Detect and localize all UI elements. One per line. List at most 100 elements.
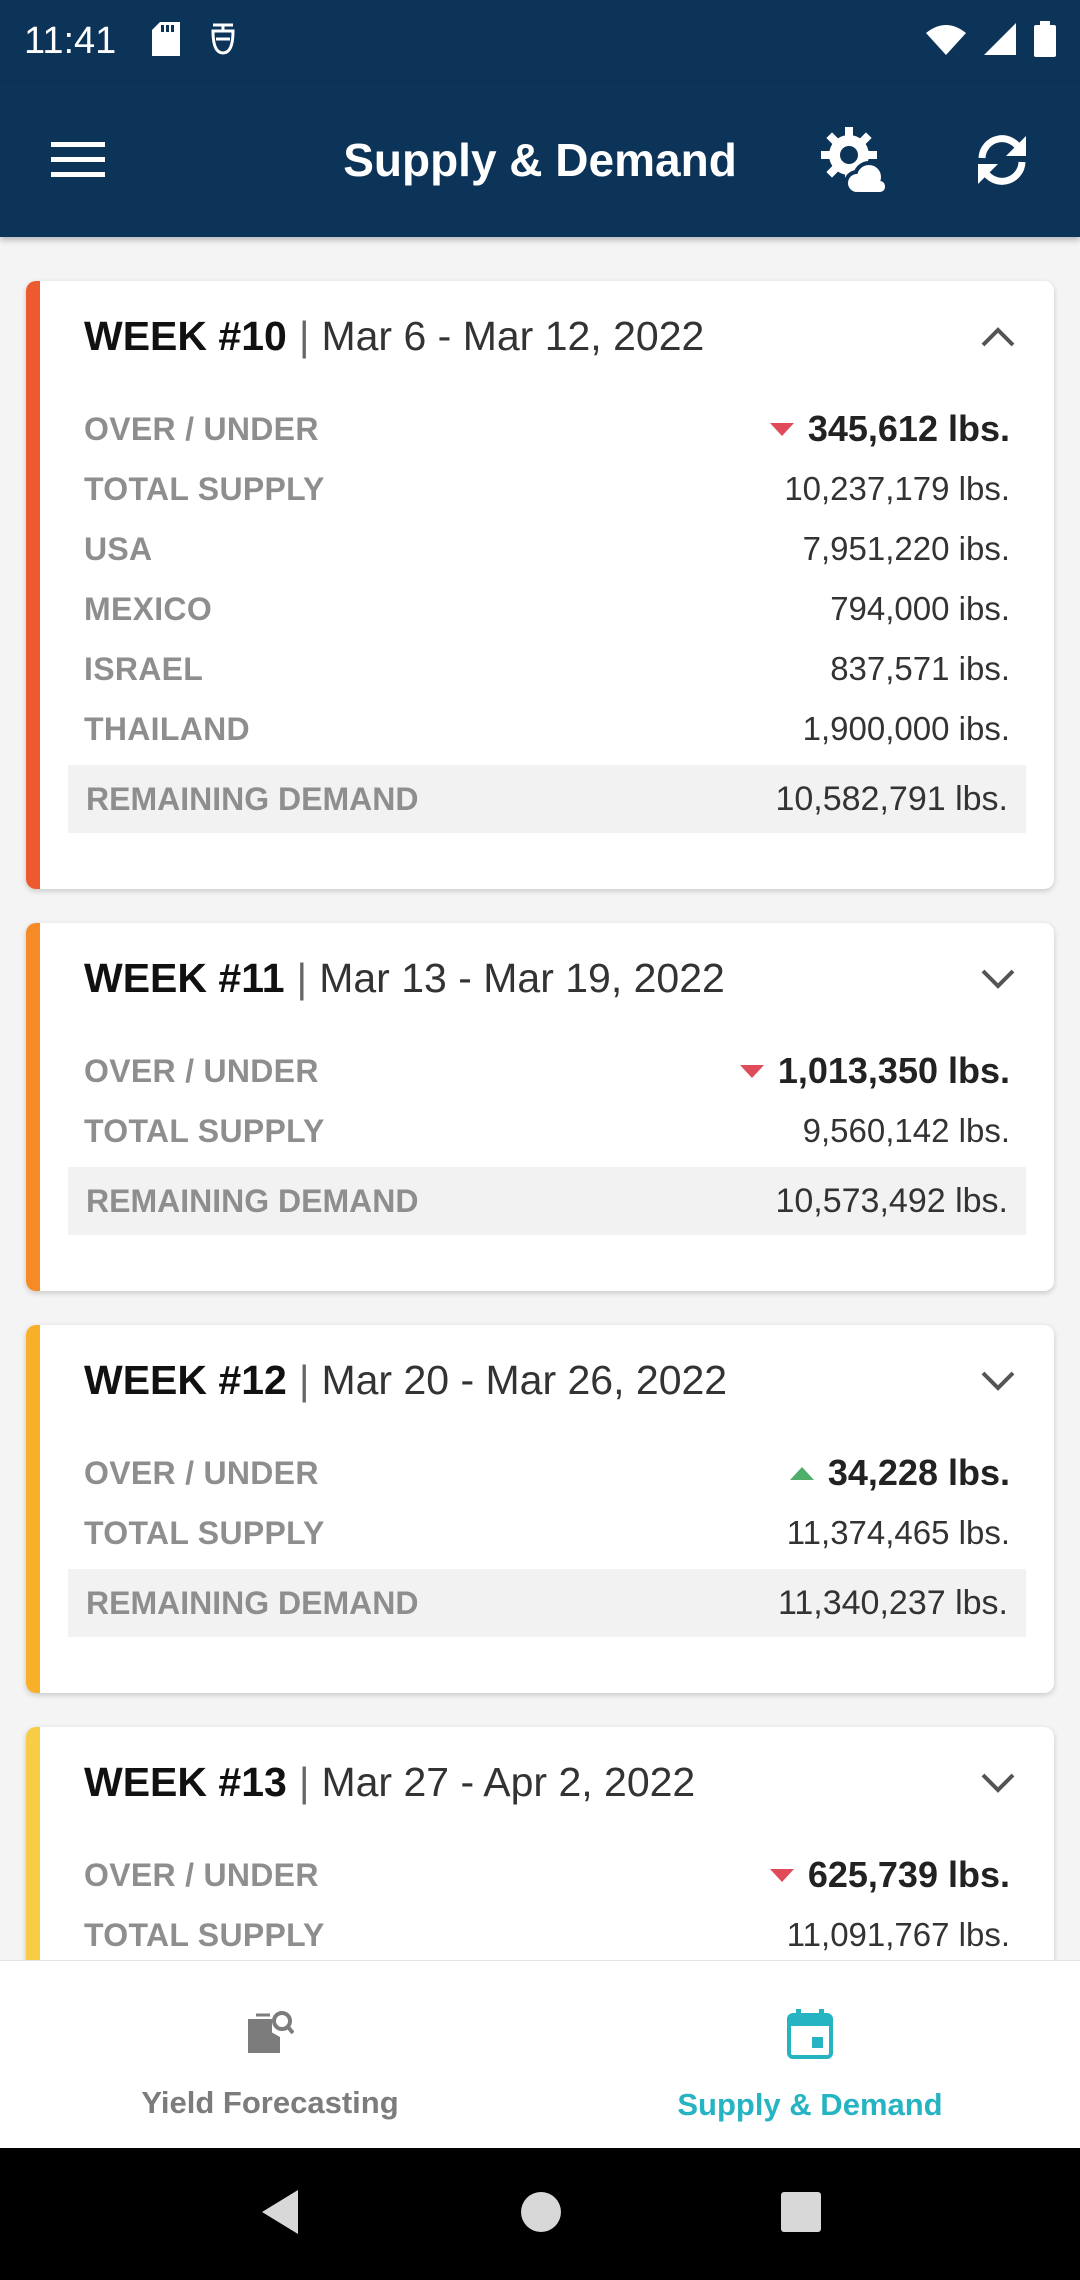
card-accent — [26, 281, 40, 889]
remaining-demand-row: REMAINING DEMAND 10,573,492 lbs. — [68, 1167, 1026, 1235]
header-separator: | — [298, 1758, 310, 1805]
total-supply-value: 11,374,465 lbs. — [786, 1514, 1010, 1551]
source-label: USA — [84, 530, 153, 567]
week-number: WEEK #13 — [84, 1758, 287, 1805]
app-bar: Supply & Demand — [0, 83, 1080, 237]
assistant-icon — [208, 21, 238, 62]
header-separator: | — [298, 1356, 310, 1403]
sd-card-icon — [152, 22, 181, 61]
remaining-demand-value: 10,582,791 lbs. — [775, 779, 1008, 818]
signal-icon — [984, 23, 1016, 60]
back-triangle-icon — [262, 2189, 299, 2234]
weeks-list[interactable]: WEEK #10 | Mar 6 - Mar 12, 2022 OVER / U… — [0, 237, 1080, 1960]
expand-button[interactable] — [970, 1353, 1026, 1409]
back-button[interactable] — [258, 2188, 302, 2241]
over-under-value: 1,013,350 lbs. — [777, 1050, 1010, 1091]
over-under-row: OVER / UNDER 1,013,350 lbs. — [84, 1041, 1010, 1101]
over-under-label: OVER / UNDER — [84, 1052, 319, 1089]
over-under-label: OVER / UNDER — [84, 1856, 319, 1893]
total-supply-row: TOTAL SUPPLY 9,560,142 lbs. — [84, 1101, 1010, 1161]
remaining-demand-row: REMAINING DEMAND 10,582,791 lbs. — [68, 765, 1026, 833]
chevron-down-icon — [981, 1371, 1015, 1391]
remaining-demand-value: 11,340,237 lbs. — [778, 1583, 1008, 1622]
total-supply-label: TOTAL SUPPLY — [84, 1514, 325, 1551]
source-row-israel: ISRAEL 837,571 ibs. — [84, 639, 1010, 699]
calendar-icon — [787, 2009, 833, 2059]
expand-button[interactable] — [970, 1755, 1026, 1811]
over-under-row: OVER / UNDER 625,739 lbs. — [84, 1845, 1010, 1905]
total-supply-label: TOTAL SUPPLY — [84, 1112, 325, 1149]
week-number: WEEK #12 — [84, 1356, 287, 1403]
source-value: 1,900,000 ibs. — [802, 710, 1010, 747]
collapse-button[interactable] — [970, 309, 1026, 365]
card-accent — [26, 1325, 40, 1693]
card-accent — [26, 923, 40, 1291]
weather-settings-button[interactable] — [806, 112, 902, 208]
remaining-demand-label: REMAINING DEMAND — [86, 780, 419, 817]
total-supply-value: 11,091,767 lbs. — [786, 1916, 1010, 1953]
week-number: WEEK #11 — [84, 954, 285, 1001]
week-date-range: Mar 27 - Apr 2, 2022 — [321, 1758, 696, 1805]
over-under-row: OVER / UNDER 345,612 lbs. — [84, 399, 1010, 459]
total-supply-row: TOTAL SUPPLY 11,374,465 lbs. — [84, 1503, 1010, 1563]
source-label: THAILAND — [84, 710, 250, 747]
recents-button[interactable] — [780, 2191, 822, 2238]
week-card-13[interactable]: WEEK #13 | Mar 27 - Apr 2, 2022 OVER / U… — [26, 1727, 1054, 1960]
source-value: 794,000 ibs. — [830, 590, 1010, 627]
down-arrow-icon — [739, 1064, 764, 1078]
system-navigation-bar — [0, 2148, 1080, 2280]
menu-button[interactable] — [30, 112, 126, 208]
tab-supply-demand[interactable]: Supply & Demand — [540, 1961, 1080, 2148]
over-under-row: OVER / UNDER 34,228 lbs. — [84, 1443, 1010, 1503]
week-number: WEEK #10 — [84, 312, 287, 359]
header-separator: | — [296, 954, 308, 1001]
week-card-11[interactable]: WEEK #11 | Mar 13 - Mar 19, 2022 OVER / … — [26, 923, 1054, 1291]
tab-yield-forecasting[interactable]: Yield Forecasting — [0, 1961, 540, 2148]
chevron-down-icon — [981, 1773, 1015, 1793]
bottom-navigation: Yield Forecasting Supply & Demand — [0, 1960, 1080, 2148]
hamburger-icon — [51, 142, 105, 177]
total-supply-row: TOTAL SUPPLY 11,091,767 lbs. — [84, 1905, 1010, 1960]
refresh-icon — [978, 135, 1026, 185]
recents-square-icon — [780, 2191, 821, 2232]
refresh-button[interactable] — [954, 112, 1050, 208]
total-supply-value: 10,237,179 lbs. — [784, 470, 1010, 507]
chevron-up-icon — [981, 327, 1015, 347]
week-header[interactable]: WEEK #10 | Mar 6 - Mar 12, 2022 — [84, 281, 704, 391]
week-date-range: Mar 13 - Mar 19, 2022 — [319, 954, 725, 1001]
wifi-icon — [926, 23, 966, 60]
up-arrow-icon — [789, 1466, 814, 1480]
week-date-range: Mar 6 - Mar 12, 2022 — [321, 312, 705, 359]
remaining-demand-value: 10,573,492 lbs. — [775, 1181, 1008, 1220]
over-under-value: 34,228 lbs. — [827, 1452, 1010, 1493]
source-value: 7,951,220 ibs. — [802, 530, 1010, 567]
down-arrow-icon — [769, 422, 794, 436]
page-title: Supply & Demand — [343, 134, 737, 186]
home-circle-icon — [520, 2191, 561, 2232]
week-header[interactable]: WEEK #11 | Mar 13 - Mar 19, 2022 — [84, 923, 725, 1033]
down-arrow-icon — [769, 1868, 794, 1882]
week-card-12[interactable]: WEEK #12 | Mar 20 - Mar 26, 2022 OVER / … — [26, 1325, 1054, 1693]
week-date-range: Mar 20 - Mar 26, 2022 — [321, 1356, 728, 1403]
source-row-mexico: MEXICO 794,000 ibs. — [84, 579, 1010, 639]
home-button[interactable] — [519, 2190, 563, 2239]
remaining-demand-label: REMAINING DEMAND — [86, 1182, 419, 1219]
remaining-demand-label: REMAINING DEMAND — [86, 1584, 419, 1621]
week-header[interactable]: WEEK #12 | Mar 20 - Mar 26, 2022 — [84, 1325, 727, 1435]
report-search-icon — [248, 2011, 294, 2053]
status-time: 11:41 — [24, 20, 117, 62]
total-supply-label: TOTAL SUPPLY — [84, 1916, 325, 1953]
remaining-demand-row: REMAINING DEMAND 11,340,237 lbs. — [68, 1569, 1026, 1637]
card-accent — [26, 1727, 40, 1960]
expand-button[interactable] — [970, 951, 1026, 1007]
week-header[interactable]: WEEK #13 | Mar 27 - Apr 2, 2022 — [84, 1727, 695, 1837]
over-under-label: OVER / UNDER — [84, 410, 319, 447]
week-card-10[interactable]: WEEK #10 | Mar 6 - Mar 12, 2022 OVER / U… — [26, 281, 1054, 889]
chevron-down-icon — [981, 969, 1015, 989]
tab-label: Supply & Demand — [677, 2087, 943, 2122]
header-separator: | — [298, 312, 310, 359]
over-under-value: 625,739 lbs. — [807, 1854, 1010, 1895]
source-row-thailand: THAILAND 1,900,000 ibs. — [84, 699, 1010, 759]
total-supply-label: TOTAL SUPPLY — [84, 470, 325, 507]
tab-label: Yield Forecasting — [141, 2085, 399, 2120]
